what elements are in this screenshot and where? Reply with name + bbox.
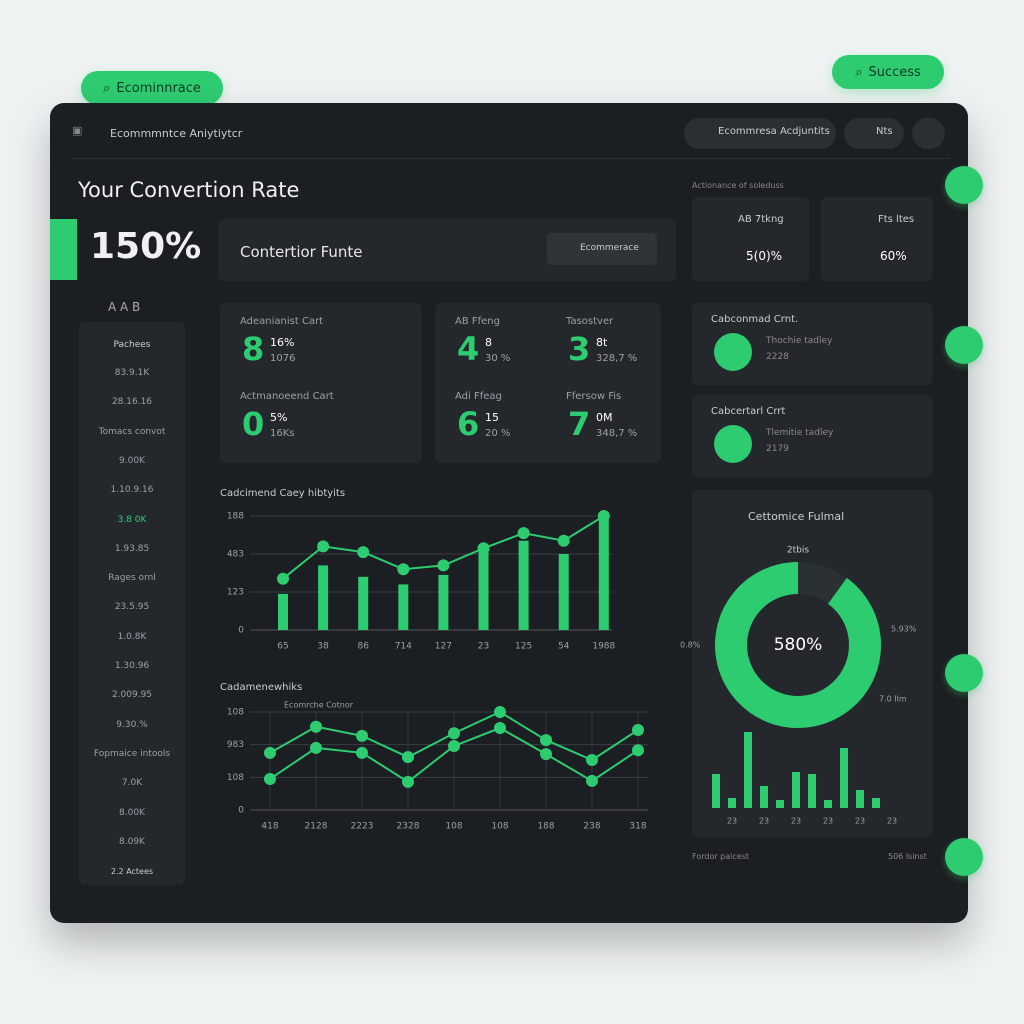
metric-bottom: 30 % xyxy=(485,353,511,364)
stat-label: AB 7tkng xyxy=(738,214,784,225)
metric-top: 0M xyxy=(596,411,613,424)
metric-top: 8t xyxy=(596,336,608,349)
metric-big: 6 xyxy=(457,405,480,443)
status-pill[interactable]: ⌕ Success xyxy=(832,55,944,89)
sidebar-item: Fopmaice intools xyxy=(93,748,171,759)
sidebar-footer: 2.2 Actees xyxy=(110,867,154,876)
metric-bottom: 348,7 % xyxy=(596,428,638,439)
stat-value: 60% xyxy=(880,249,907,263)
float-button[interactable] xyxy=(945,326,983,364)
hero-value: 150% xyxy=(90,226,202,267)
metric-top: 5% xyxy=(270,411,288,424)
search-pill[interactable]: ⌕ Ecominnrace xyxy=(81,71,223,105)
sidebar-item: 9.00K xyxy=(119,455,145,466)
metric-big: 7 xyxy=(568,405,591,443)
metric-top: 16% xyxy=(270,336,295,349)
metric-big: 3 xyxy=(568,330,591,368)
sidebar-item: Tomacs convot xyxy=(98,426,166,437)
sidebar-item: 9.30.% xyxy=(116,719,148,730)
sidebar-item: 23.5.95 xyxy=(114,602,150,613)
metric-bottom: 1076 xyxy=(270,353,296,364)
stat-value: 5(0)% xyxy=(746,249,783,263)
pill-text: Ecominnrace xyxy=(116,80,201,96)
sidebar-item: 1.10.9.16 xyxy=(110,485,154,496)
metric-label: Adi Ffeag xyxy=(455,391,502,402)
stat-card: Fts ltes 60% xyxy=(821,197,933,281)
menu-button[interactable] xyxy=(912,118,945,149)
float-button[interactable] xyxy=(945,838,983,876)
metric-label: AB Ffeng xyxy=(455,316,500,327)
metric-label: Ffersow Fis xyxy=(566,391,622,402)
float-button[interactable] xyxy=(945,166,983,204)
cart-title: Cabconmad Crnt. xyxy=(711,314,799,325)
logo: ▣ xyxy=(72,124,83,137)
sidebar-item: 3.8 0K xyxy=(117,514,147,525)
sidebar-item: 2.009.95 xyxy=(111,690,153,701)
cart-value: 2179 xyxy=(766,444,789,454)
sidebar: Pachees 83.9.1K 28.16.16 Tomacs convot 9.00K… xyxy=(79,322,185,885)
funnel-panel xyxy=(692,490,933,837)
sidebar-item: 7.0K xyxy=(121,778,143,789)
cart-icon xyxy=(714,425,752,463)
cart-subtitle: Thochie tadley xyxy=(766,336,833,346)
sidebar-item: Rages ornl xyxy=(108,573,156,584)
sidebar-item: 28.16.16 xyxy=(111,397,153,408)
float-button[interactable] xyxy=(945,654,983,692)
metric-big: 8 xyxy=(242,330,265,368)
cart-title: Cabcertarl Crrt xyxy=(711,406,786,417)
icon: ⌕ xyxy=(103,80,111,96)
metric-label: Actmanoeend Cart xyxy=(240,391,334,402)
sidebar-heading: A A B xyxy=(108,300,141,314)
hero-title: Your Convertion Rate xyxy=(78,178,300,202)
metric-card xyxy=(220,303,422,463)
account-button[interactable]: Ecommresa Acdjuntits xyxy=(684,118,836,149)
metric-top: 8 xyxy=(485,336,492,349)
cart-icon xyxy=(714,333,752,371)
metric-label: Tasostver xyxy=(566,316,614,327)
caption: Actionance of soleduss xyxy=(692,181,784,190)
stat-card: AB 7tkng 5(0)% xyxy=(692,197,809,281)
metric-bottom: 16Ks xyxy=(270,428,295,439)
search-button[interactable]: Nts xyxy=(844,118,904,149)
divider xyxy=(70,158,950,159)
pill-text: Success xyxy=(868,64,921,80)
metric-card xyxy=(435,303,661,463)
metric-big: 4 xyxy=(457,330,480,368)
sidebar-item: 8.09K xyxy=(119,836,145,847)
sidebar-item: 8.00K xyxy=(119,807,145,818)
metric-big: 0 xyxy=(242,405,265,443)
sidebar-item: 1.93.85 xyxy=(114,543,150,554)
stat-label: Fts ltes xyxy=(878,214,915,225)
metric-top: 15 xyxy=(485,411,499,424)
footer-text: Fordor paicest xyxy=(692,852,749,861)
metric-label: Adeanianist Cart xyxy=(240,316,324,327)
sidebar-title: Pachees xyxy=(113,340,151,350)
accent xyxy=(50,219,77,280)
cart-subtitle: Tlemitie tadley xyxy=(766,428,834,438)
sidebar-item: 1.30.96 xyxy=(114,661,150,671)
sidebar-item: 1.0.8K xyxy=(117,631,147,642)
cart-value: 2228 xyxy=(766,352,789,362)
sidebar-item: 83.9.1K xyxy=(114,368,150,378)
footer-text: 506 lsinst xyxy=(888,852,927,861)
metric-bottom: 20 % xyxy=(485,428,511,439)
dropdown[interactable]: Ecommerace xyxy=(547,233,657,265)
app-title: Ecommmntce Aniytiytcr xyxy=(110,127,243,140)
metric-bottom: 328,7 % xyxy=(596,353,638,364)
icon: ⌕ xyxy=(855,64,863,80)
funnel-title: Contertior Funte xyxy=(240,243,363,261)
